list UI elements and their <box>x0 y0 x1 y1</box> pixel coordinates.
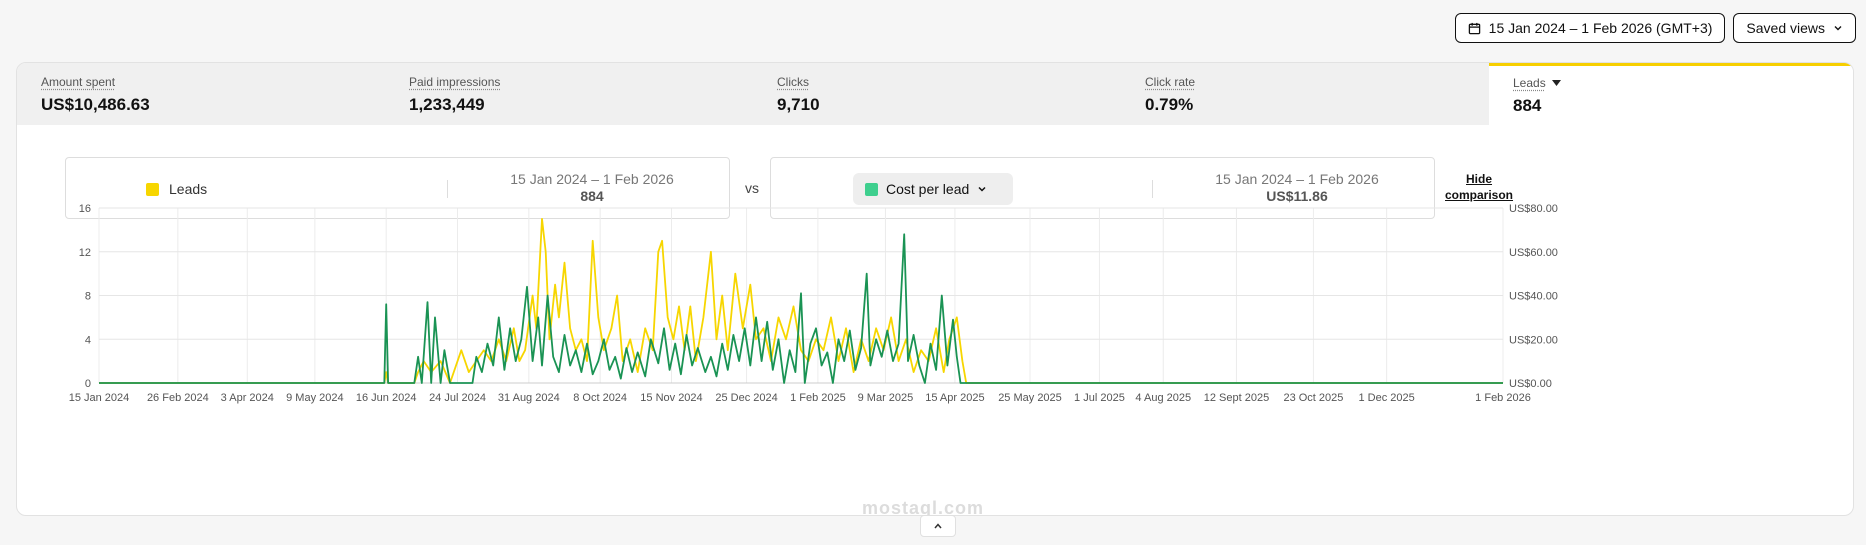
metric-value: US$10,486.63 <box>41 95 150 114</box>
x-tick-label: 15 Apr 2025 <box>925 392 984 404</box>
hide-label-line2: comparison <box>1445 188 1514 202</box>
x-tick-label: 23 Oct 2025 <box>1283 392 1343 404</box>
leads-vs-cost-chart: 15 Jan 2024 26 Feb 2024 3 Apr 2024 9 May 20… <box>69 203 1558 404</box>
x-tick-label: 25 May 2025 <box>998 392 1062 404</box>
x-tick-label: 1 Jul 2025 <box>1074 392 1125 404</box>
x-tick-label: 8 Oct 2024 <box>573 392 627 404</box>
primary-total: 884 <box>580 188 604 204</box>
chevron-down-icon <box>1833 23 1843 33</box>
metric-label: Paid impressions <box>409 75 501 89</box>
hide-label-line1: Hide <box>1466 172 1493 186</box>
secondary-range-block: 15 Jan 2024 – 1 Feb 2026 US$11.86 <box>1187 171 1407 204</box>
metric-amount-spent[interactable]: Amount spent US$10,486.63 <box>17 63 385 125</box>
toolbar: 15 Jan 2024 – 1 Feb 2026 (GMT+3) Saved v… <box>1454 13 1856 43</box>
secondary-total: US$11.86 <box>1266 188 1328 204</box>
y-right-tick-label: US$80.00 <box>1509 203 1558 215</box>
metric-value: 9,710 <box>777 95 820 114</box>
metric-clicks[interactable]: Clicks 9,710 <box>753 63 1121 125</box>
metric-label-text: Leads <box>1513 76 1546 90</box>
metrics-tabs: Amount spent US$10,486.63 Paid impressio… <box>17 63 1853 125</box>
x-tick-label: 3 Apr 2024 <box>221 392 274 404</box>
x-tick-label: 16 Jun 2024 <box>356 392 417 404</box>
hide-comparison-link[interactable]: Hide comparison <box>1445 171 1513 203</box>
secondary-metric-box: Cost per lead 15 Jan 2024 – 1 Feb 2026 U… <box>770 157 1435 219</box>
metric-click-rate[interactable]: Click rate 0.79% <box>1121 63 1489 125</box>
chevron-down-icon <box>977 181 987 197</box>
x-tick-label: 15 Nov 2024 <box>640 392 702 404</box>
secondary-metric-name: Cost per lead <box>886 181 970 197</box>
calendar-icon <box>1468 22 1481 35</box>
metric-value: 884 <box>1513 96 1542 115</box>
x-tick-label: 26 Feb 2024 <box>147 392 209 404</box>
saved-views-button[interactable]: Saved views <box>1733 13 1856 43</box>
y-right-tick-label: US$40.00 <box>1509 291 1558 303</box>
divider <box>447 180 448 198</box>
x-tick-label: 9 Mar 2025 <box>858 392 914 404</box>
y-left-tick-label: 16 <box>79 203 91 215</box>
cost-per-lead-dropdown[interactable]: Cost per lead <box>853 173 1013 205</box>
caret-down-icon <box>1551 76 1561 90</box>
metric-leads[interactable]: Leads 884 <box>1489 63 1853 125</box>
y-right-tick-label: US$60.00 <box>1509 247 1558 259</box>
y-left-tick-label: 0 <box>85 378 91 390</box>
x-tick-label: 25 Dec 2024 <box>715 392 777 404</box>
x-tick-label: 31 Aug 2024 <box>498 392 560 404</box>
metric-value: 0.79% <box>1145 95 1194 114</box>
watermark: mostaql.com <box>862 498 985 518</box>
legend-swatch-cost-per-lead <box>865 182 878 196</box>
x-tick-label: 12 Sept 2025 <box>1204 392 1269 404</box>
y-right-tick-label: US$20.00 <box>1509 334 1558 346</box>
metric-label: Clicks <box>777 75 809 89</box>
date-range-label: 15 Jan 2024 – 1 Feb 2026 (GMT+3) <box>1488 20 1713 36</box>
y-left-tick-label: 12 <box>79 247 91 259</box>
metric-label: Amount spent <box>41 75 116 89</box>
x-tick-label: 9 May 2024 <box>286 392 343 404</box>
series-line-cost-per-lead <box>99 233 1503 384</box>
x-tick-label: 1 Feb 2026 <box>1475 392 1531 404</box>
y-right-tick-label: US$0.00 <box>1509 378 1552 390</box>
legend-swatch-leads <box>146 182 159 196</box>
primary-metric-name: Leads <box>169 181 208 197</box>
metric-label[interactable]: Leads <box>1513 76 1561 90</box>
primary-range-block: 15 Jan 2024 – 1 Feb 2026 884 <box>482 171 702 204</box>
primary-metric-box: Leads 15 Jan 2024 – 1 Feb 2026 884 <box>65 157 730 219</box>
analytics-card: Amount spent US$10,486.63 Paid impressio… <box>16 62 1854 516</box>
metric-value: 1,233,449 <box>409 95 485 114</box>
secondary-range: 15 Jan 2024 – 1 Feb 2026 <box>1215 171 1379 187</box>
x-tick-label: 1 Feb 2025 <box>790 392 846 404</box>
chevron-up-icon <box>933 517 943 535</box>
x-tick-label: 1 Dec 2025 <box>1358 392 1414 404</box>
x-tick-label: 15 Jan 2024 <box>69 392 130 404</box>
collapse-button[interactable] <box>920 515 956 537</box>
vs-label: vs <box>745 180 759 196</box>
primary-range: 15 Jan 2024 – 1 Feb 2026 <box>510 171 674 187</box>
saved-views-label: Saved views <box>1746 20 1825 36</box>
y-left-tick-label: 4 <box>85 334 91 346</box>
divider <box>1152 180 1153 198</box>
date-range-button[interactable]: 15 Jan 2024 – 1 Feb 2026 (GMT+3) <box>1454 13 1726 43</box>
x-tick-label: 4 Aug 2025 <box>1135 392 1191 404</box>
metric-label: Click rate <box>1145 75 1196 89</box>
comparison-row: Leads 15 Jan 2024 – 1 Feb 2026 884 vs Co… <box>65 157 1815 219</box>
metric-paid-impressions[interactable]: Paid impressions 1,233,449 <box>385 63 753 125</box>
x-tick-label: 24 Jul 2024 <box>429 392 486 404</box>
primary-legend: Leads <box>146 181 207 197</box>
y-left-tick-label: 8 <box>85 291 91 303</box>
